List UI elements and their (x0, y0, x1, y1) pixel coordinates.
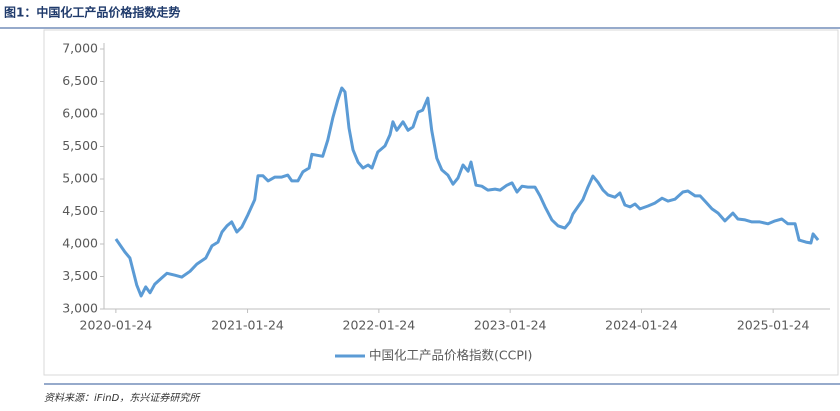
y-tick-label: 6,000 (62, 106, 98, 121)
x-tick-label: 2021-01-24 (211, 318, 284, 333)
y-tick-label: 5,000 (62, 171, 98, 186)
legend-label: 中国化工产品价格指数(CCPI) (369, 348, 532, 363)
x-tick-label: 2023-01-24 (474, 318, 547, 333)
y-tick-label: 4,000 (62, 236, 98, 251)
x-tick-label: 2025-01-24 (737, 318, 810, 333)
x-tick-label: 2022-01-24 (343, 318, 416, 333)
y-tick-label: 7,000 (62, 41, 98, 56)
y-tick-label: 3,500 (62, 268, 98, 283)
series-line (114, 86, 820, 298)
y-tick-label: 5,500 (62, 138, 98, 153)
x-tick-label: 2020-01-24 (80, 318, 153, 333)
x-tick-label: 2024-01-24 (605, 318, 678, 333)
chart-frame (43, 29, 839, 376)
source-note: 资料来源：iFinD，东兴证券研究所 (44, 392, 201, 404)
figure-title: 图1：中国化工产品价格指数走势 (4, 5, 180, 20)
y-tick-label: 3,000 (62, 301, 98, 316)
y-tick-label: 6,500 (62, 73, 98, 88)
y-tick-label: 4,500 (62, 203, 98, 218)
